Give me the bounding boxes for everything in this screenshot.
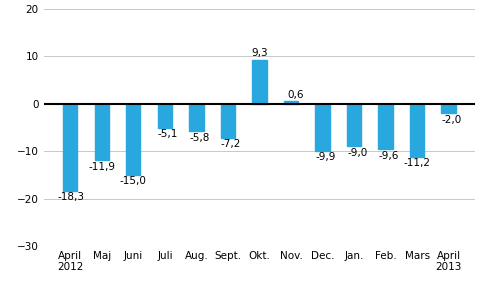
Text: -9,9: -9,9 <box>315 152 335 162</box>
Bar <box>189 104 203 131</box>
Text: -5,1: -5,1 <box>157 129 178 140</box>
Text: 9,3: 9,3 <box>251 48 267 58</box>
Bar <box>126 104 140 175</box>
Bar <box>346 104 361 146</box>
Bar <box>94 104 109 160</box>
Text: -2,0: -2,0 <box>440 115 461 125</box>
Bar <box>315 104 329 151</box>
Text: -11,2: -11,2 <box>403 158 429 168</box>
Text: -7,2: -7,2 <box>220 139 241 149</box>
Text: -9,0: -9,0 <box>347 148 366 158</box>
Text: -11,9: -11,9 <box>88 162 115 172</box>
Text: 0,6: 0,6 <box>287 89 303 100</box>
Text: -18,3: -18,3 <box>57 192 84 202</box>
Bar <box>378 104 392 149</box>
Text: -5,8: -5,8 <box>189 133 209 143</box>
Bar <box>220 104 235 138</box>
Bar <box>283 101 298 104</box>
Text: -15,0: -15,0 <box>120 176 146 186</box>
Bar <box>440 104 455 113</box>
Bar <box>409 104 424 157</box>
Text: -9,6: -9,6 <box>378 151 398 161</box>
Bar <box>63 104 77 190</box>
Bar <box>252 60 266 104</box>
Bar <box>157 104 172 128</box>
